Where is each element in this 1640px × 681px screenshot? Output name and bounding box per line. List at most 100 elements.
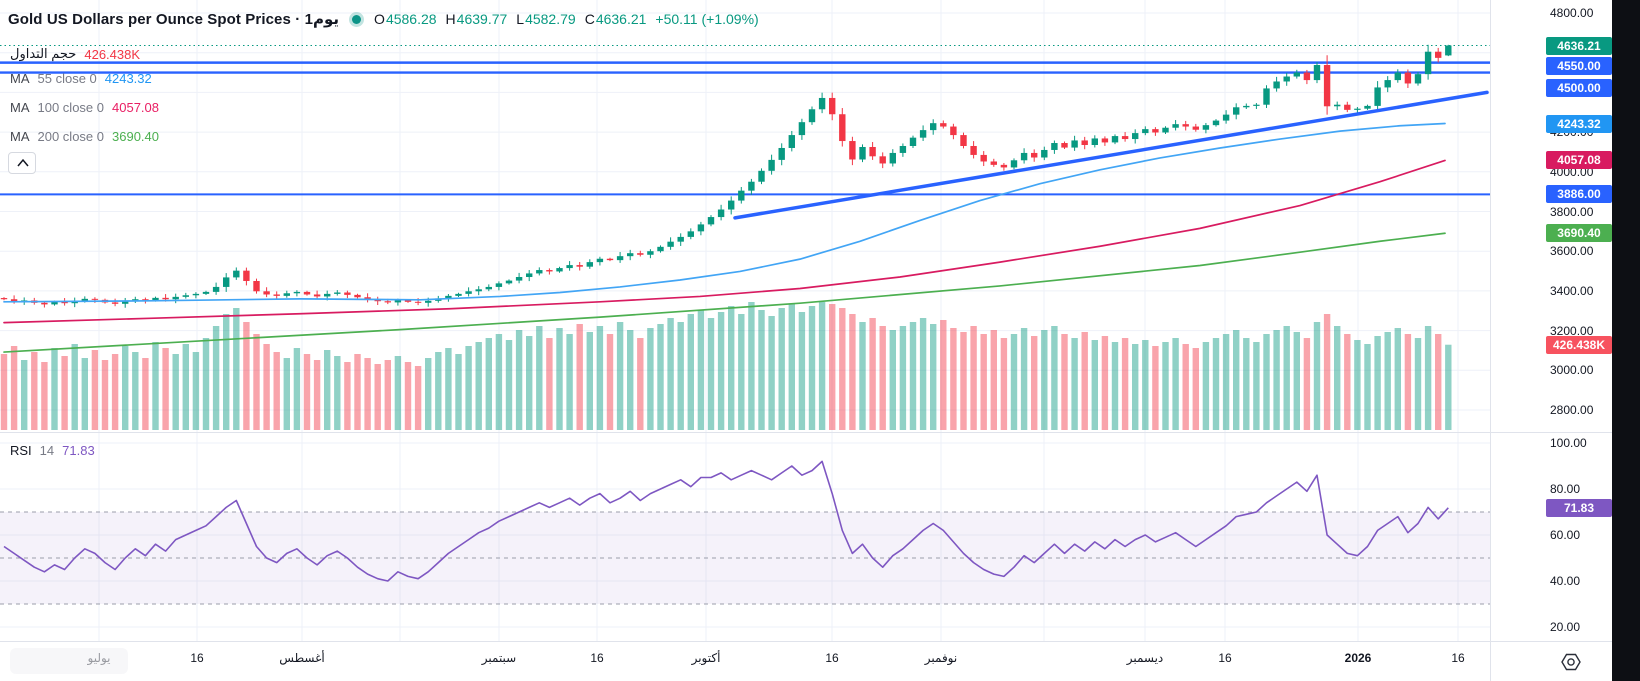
ma100-line — [3, 159, 1446, 324]
candle-body — [61, 301, 68, 304]
volume-bar — [1313, 322, 1321, 430]
volume-bar — [748, 302, 755, 430]
legend-row-ma55[interactable]: MA 55 close 0 4243.32 — [10, 71, 152, 86]
candle-body — [556, 268, 563, 272]
volume-indicator-label: حجم التداول — [10, 46, 77, 61]
volume-bar — [1273, 330, 1280, 430]
legend-row-ma200[interactable]: MA 200 close 0 3690.40 — [10, 129, 159, 144]
volume-bar — [101, 360, 109, 430]
candle-body — [384, 301, 391, 303]
volume-bar — [970, 326, 977, 430]
volume-bar — [1344, 334, 1351, 430]
symbol-title[interactable]: Gold US Dollars per Ounce Spot Prices · … — [8, 11, 340, 28]
symbol-header: Gold US Dollars per Ounce Spot Prices · … — [8, 10, 759, 28]
volume-bar — [1364, 344, 1371, 430]
candle-body — [677, 236, 684, 242]
candle-body — [1293, 72, 1300, 77]
candle-body — [1344, 104, 1351, 110]
gridlines — [0, 0, 1490, 641]
volume-bar — [1334, 326, 1341, 430]
volume-bar — [1111, 342, 1119, 430]
volume-bar — [152, 342, 159, 430]
ma55-line — [3, 122, 1446, 303]
candle-body — [303, 291, 311, 295]
legend-row-ma100[interactable]: MA 100 close 0 4057.08 — [10, 100, 159, 115]
volume-bars — [0, 302, 1452, 430]
volume-bar — [1414, 338, 1422, 430]
volume-bar — [111, 354, 119, 430]
volume-bar — [425, 358, 432, 430]
volume-bar — [1051, 326, 1058, 430]
candle-body — [465, 291, 472, 294]
volume-bar — [1303, 338, 1311, 430]
candle-body — [707, 217, 715, 225]
volume-bar — [839, 308, 846, 430]
volume-bar — [919, 318, 927, 430]
candle-body — [909, 137, 917, 146]
candle-body — [1414, 74, 1422, 84]
volume-bar — [61, 356, 68, 430]
volume-bar — [697, 310, 705, 430]
volume-bar — [414, 366, 422, 430]
time-tick-label: 16 — [1218, 651, 1232, 665]
candle-body — [1374, 87, 1381, 106]
candle-body — [919, 130, 927, 138]
volume-bar — [647, 328, 654, 430]
rsi-line — [3, 460, 1449, 582]
volume-bar — [667, 318, 674, 430]
volume-bar — [293, 348, 301, 430]
candle-body — [687, 231, 694, 237]
time-axis[interactable]: يوليو16أغسطسسبتمبر16أكتوبر16نوفمبرديسمبر… — [0, 641, 1612, 681]
volume-bar — [1152, 346, 1159, 430]
volume-bar — [21, 360, 28, 430]
volume-bar — [627, 330, 634, 430]
candle-body — [414, 301, 422, 303]
time-tick-label: 2026 — [1344, 651, 1372, 665]
candle-body — [1354, 108, 1361, 110]
candle-body — [243, 270, 250, 281]
legend-row-rsi[interactable]: RSI 14 71.83 — [10, 443, 95, 458]
candle-body — [1435, 51, 1442, 58]
volume-bar — [344, 362, 351, 430]
volume-bar — [798, 312, 806, 430]
candle-body — [566, 265, 573, 269]
candle-body — [1303, 72, 1311, 81]
volume-bar — [283, 358, 290, 430]
market-open-dot-icon[interactable] — [352, 14, 362, 24]
time-tick-label: ديسمبر — [1126, 651, 1164, 665]
volume-bar — [41, 362, 48, 430]
volume-bar — [1445, 344, 1452, 430]
chevron-up-icon — [17, 158, 29, 167]
timezone-settings-button[interactable] — [1558, 650, 1584, 679]
volume-bar — [526, 336, 533, 430]
volume-bar — [202, 338, 210, 430]
volume-bar — [435, 352, 442, 430]
volume-bar — [455, 354, 462, 430]
volume-bar — [849, 314, 856, 430]
collapse-legend-button[interactable] — [8, 152, 36, 174]
candle-body — [293, 291, 301, 294]
volume-bar — [546, 338, 553, 430]
volume-bar — [1061, 334, 1068, 430]
candle-body — [596, 258, 604, 263]
time-tick-label: 16 — [825, 651, 839, 665]
volume-bar — [889, 330, 896, 430]
candle-body — [990, 161, 997, 165]
volume-bar — [1384, 332, 1391, 430]
candle-body — [152, 297, 159, 301]
pane-separator[interactable] — [0, 432, 1612, 433]
legend-row-volume[interactable]: حجم التداول 426.438K — [10, 46, 140, 62]
candle-body — [10, 299, 18, 302]
candle-body — [526, 273, 533, 278]
volume-bar — [212, 326, 220, 430]
price-volume-rsi-chart-canvas[interactable] — [0, 0, 1612, 641]
volume-bar — [677, 322, 684, 430]
volume-bar — [818, 302, 826, 430]
volume-bar — [879, 326, 886, 430]
volume-bar — [233, 308, 240, 430]
candle-body — [768, 159, 775, 171]
candle-body — [606, 258, 614, 261]
candle-body — [1071, 140, 1078, 148]
volume-bar — [142, 358, 149, 430]
volume-bar — [445, 348, 452, 430]
